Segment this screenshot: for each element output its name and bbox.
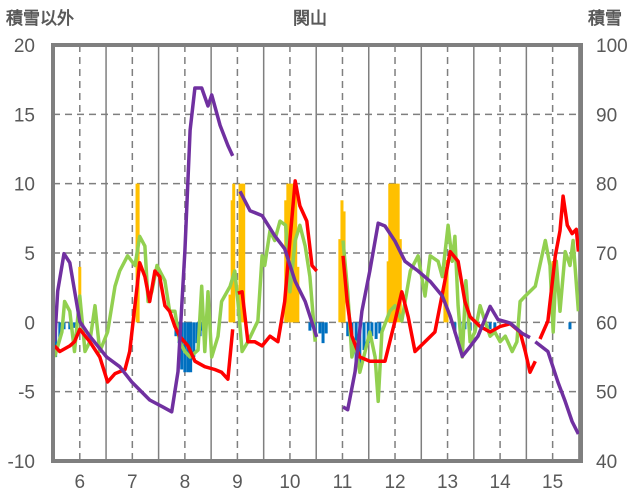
y-tick-label-right: 60 xyxy=(596,313,617,334)
y-axis-label-left: 積雪以外 xyxy=(6,8,74,29)
y-tick-label-right: 50 xyxy=(596,383,617,404)
bar-positive xyxy=(390,183,394,323)
x-tick-label: 15 xyxy=(542,472,563,493)
bar-negative xyxy=(318,322,322,334)
tick-labels: 6 7 8 9 10 11 12 13 14 1520151050-5-1010090807060… xyxy=(8,36,628,493)
y-tick-label-left: 0 xyxy=(24,313,35,334)
bar-positive xyxy=(445,259,449,323)
bar-positive xyxy=(392,183,396,323)
y-tick-label-left: 15 xyxy=(14,105,35,126)
bar-positive xyxy=(338,239,342,323)
bar-positive xyxy=(228,294,232,323)
bar-negative xyxy=(195,322,199,344)
bar-positive xyxy=(242,183,246,323)
bar-negative xyxy=(189,322,193,373)
bar-negative xyxy=(378,322,382,334)
y-tick-label-right: 100 xyxy=(596,36,628,57)
x-tick-label: 8 xyxy=(180,472,191,493)
y-tick-label-left: 5 xyxy=(24,244,35,265)
bar-positive xyxy=(230,200,234,323)
bar-positive xyxy=(284,200,288,323)
bar-negative xyxy=(73,322,77,328)
bar-negative xyxy=(362,322,366,351)
bar-positive xyxy=(240,183,244,323)
x-tick-label: 14 xyxy=(490,472,512,493)
y-tick-label-right: 40 xyxy=(596,452,617,473)
y-tick-label-left: -10 xyxy=(8,452,35,473)
bar-negative xyxy=(58,322,62,339)
series-line-snow-depth xyxy=(238,190,319,338)
bar-negative xyxy=(192,322,196,357)
y-axis-label-right: 積雪 xyxy=(588,8,622,29)
bar-positive xyxy=(294,183,298,323)
bar-negative xyxy=(568,322,572,330)
bar-negative xyxy=(183,322,187,373)
x-tick-label: 11 xyxy=(333,472,353,493)
series-line-red xyxy=(53,260,235,384)
bar-positive xyxy=(290,183,294,323)
chart-title: 関山 xyxy=(293,9,327,29)
bar-positive xyxy=(396,183,400,323)
bar-positive xyxy=(296,266,300,323)
bar-positive xyxy=(238,183,242,323)
y-tick-label-left: 10 xyxy=(14,175,35,196)
y-tick-label-left: 20 xyxy=(14,36,35,57)
bar-positive xyxy=(551,261,555,323)
y-tick-label-right: 70 xyxy=(596,244,617,265)
x-tick-label: 6 xyxy=(75,472,86,493)
bar-positive xyxy=(398,239,402,323)
bar-negative xyxy=(308,322,312,331)
bar-positive xyxy=(443,266,447,323)
plot-frame xyxy=(51,43,583,463)
bar-negative xyxy=(488,322,492,330)
x-tick-label: 9 xyxy=(232,472,243,493)
y-tick-label-left: -5 xyxy=(18,383,35,404)
bar-negative xyxy=(346,322,350,337)
series-line-green xyxy=(52,219,317,359)
series-lines xyxy=(52,86,581,435)
series-line-snow-depth xyxy=(534,340,580,435)
bar-negative xyxy=(321,322,325,344)
x-tick-label: 7 xyxy=(127,472,138,493)
bar-negative xyxy=(370,322,374,337)
series-line-red xyxy=(341,249,537,375)
series-line-red xyxy=(237,179,319,348)
x-tick-label: 12 xyxy=(384,472,405,493)
x-tick-label: 13 xyxy=(437,472,458,493)
y-tick-label-right: 90 xyxy=(596,105,617,126)
x-tick-label: 10 xyxy=(279,472,300,493)
bar-positive xyxy=(232,183,236,323)
series-line-snow-depth xyxy=(52,86,235,414)
bar-negative xyxy=(493,322,497,333)
series-line-red xyxy=(538,194,581,340)
series-line-snow-depth xyxy=(342,221,531,412)
bar-negative xyxy=(374,322,378,339)
bar-positive xyxy=(388,183,392,323)
bar-positive xyxy=(386,261,390,323)
series-line-green xyxy=(341,223,581,404)
y-tick-label-right: 80 xyxy=(596,175,617,196)
bar-negative xyxy=(324,322,328,334)
gridlines xyxy=(53,45,581,461)
bar-positive xyxy=(394,183,398,323)
